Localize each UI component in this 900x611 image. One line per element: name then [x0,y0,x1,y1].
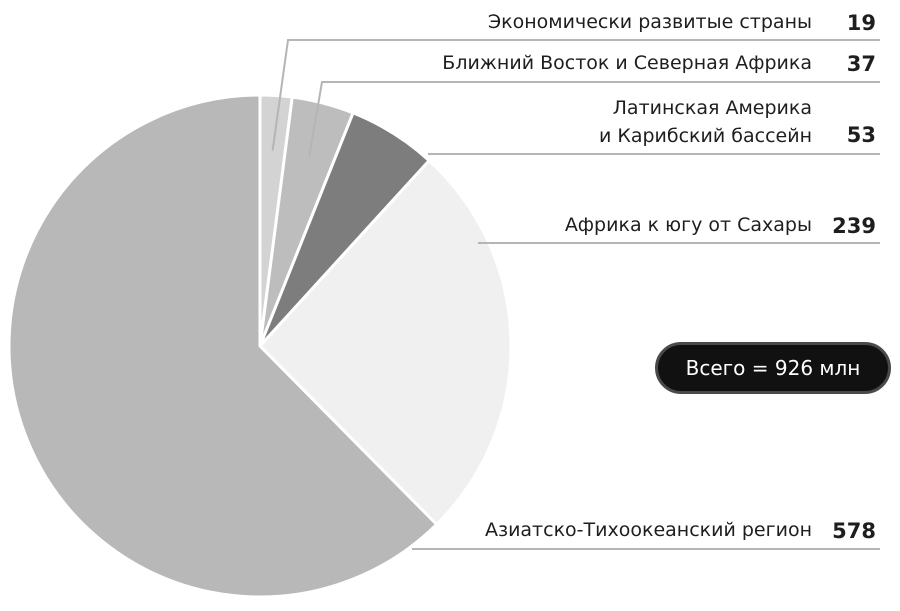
labels-layer: Экономически развитые страны 19 Ближний Во… [442,11,876,543]
slice-label: Экономически развитые страны [488,11,812,33]
slice-value: 37 [847,52,876,76]
slice-label: Латинская Америка [613,97,812,119]
slice-label: Африка к югу от Сахары [565,214,812,236]
leader-line [271,39,880,151]
slice-label: Ближний Восток и Северная Африка [442,52,812,74]
total-label: Всего = 926 млн [685,356,861,380]
slice-value: 19 [847,11,876,35]
slice-label: и Карибский бассейн [599,125,812,147]
leader-line [308,81,880,157]
total-badge: Всего = 926 млн [655,342,891,394]
slice-label: Азиатско-Тихоокеанский регион [485,519,812,541]
leaders-layer [271,39,880,550]
pie-slice [7,93,439,599]
slices-layer [7,93,513,599]
pie-slice [258,159,513,526]
slice-value: 578 [832,519,876,543]
slice-value: 53 [847,123,876,147]
slice-value: 239 [832,214,876,238]
